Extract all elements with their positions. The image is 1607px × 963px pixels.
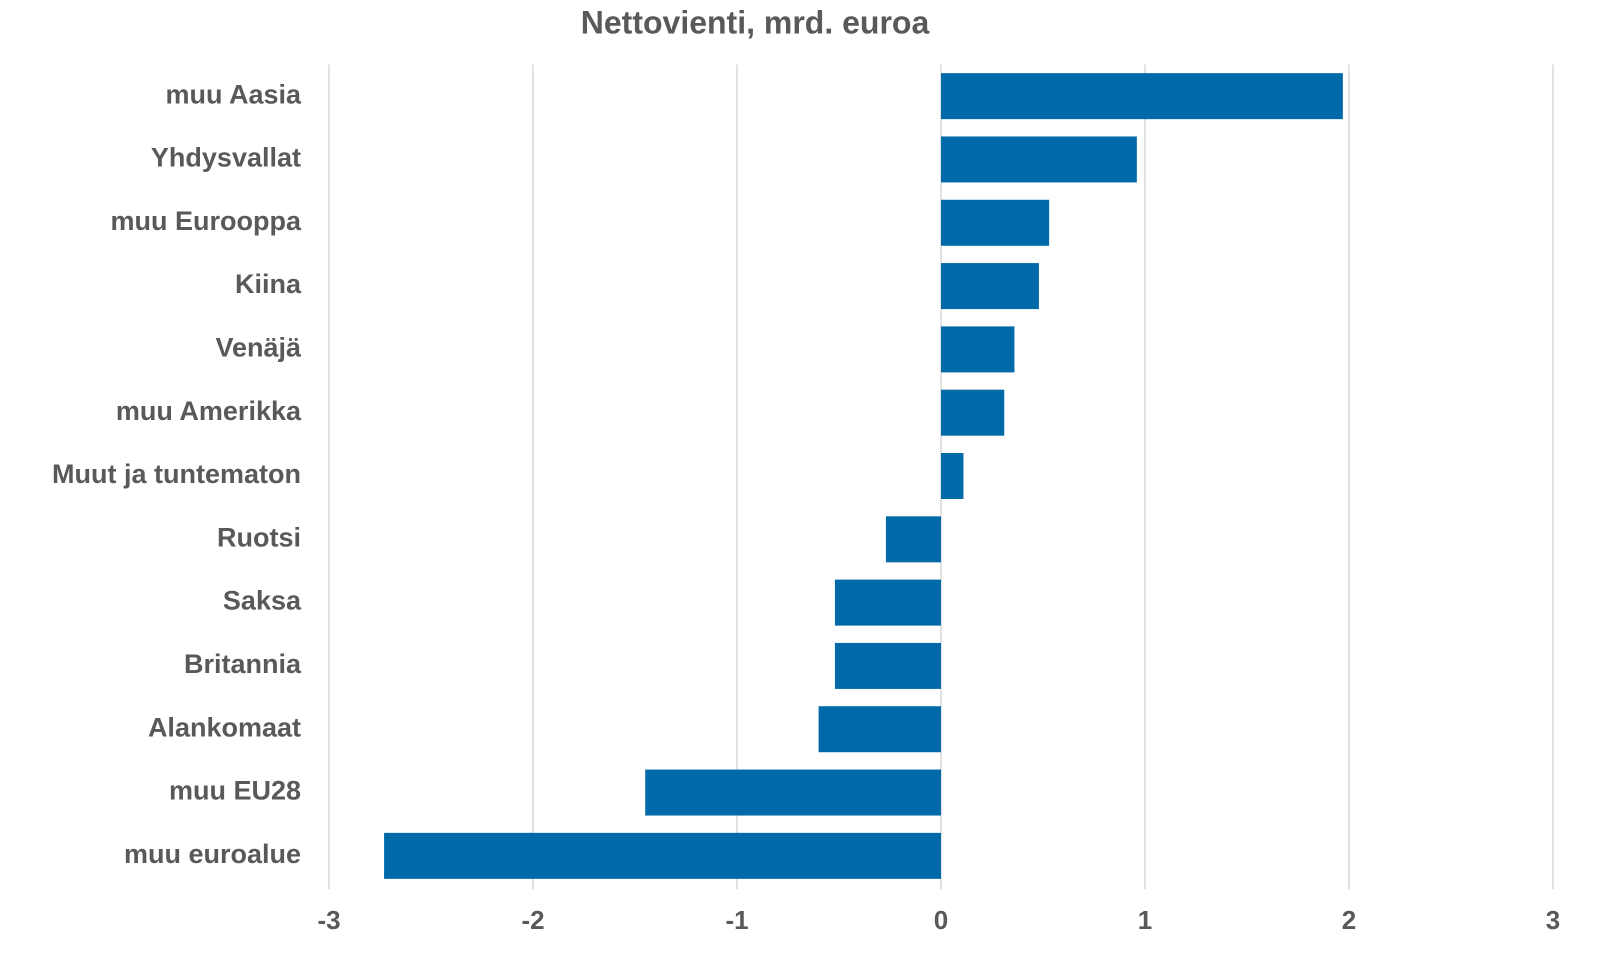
bar	[885, 516, 941, 563]
category-label: Saksa	[223, 586, 302, 616]
x-tick-label: 3	[1546, 905, 1560, 935]
category-label: muu EU28	[169, 776, 301, 806]
category-label: Kiina	[235, 269, 302, 299]
bar	[941, 453, 964, 499]
category-label: muu euroalue	[124, 839, 301, 869]
bar	[941, 326, 1015, 373]
bar	[834, 642, 941, 689]
category-label: Venäjä	[215, 333, 302, 363]
bar	[941, 73, 1343, 120]
bar	[384, 832, 942, 879]
category-label: muu Aasia	[165, 79, 302, 109]
bar	[941, 389, 1005, 436]
bar	[941, 136, 1137, 183]
bar	[941, 199, 1050, 246]
category-label: Ruotsi	[217, 522, 301, 552]
category-label: Alankomaat	[148, 712, 301, 742]
x-tick-label: 2	[1342, 905, 1356, 935]
category-label: muu Eurooppa	[111, 206, 302, 236]
x-tick-label: -3	[317, 905, 340, 935]
category-label: Britannia	[184, 649, 302, 679]
category-label: muu Amerikka	[116, 396, 302, 426]
chart-title: Nettovienti, mrd. euroa	[581, 4, 930, 40]
bar	[818, 706, 941, 753]
x-tick-label: 0	[934, 905, 948, 935]
bar	[941, 263, 1039, 310]
bar	[834, 579, 941, 626]
x-tick-label: 1	[1138, 905, 1152, 935]
x-tick-label: -2	[521, 905, 544, 935]
category-label: Muut ja tuntematon	[52, 459, 301, 489]
x-tick-label: -1	[725, 905, 748, 935]
category-label: Yhdysvallat	[151, 143, 301, 173]
bar	[645, 769, 941, 816]
